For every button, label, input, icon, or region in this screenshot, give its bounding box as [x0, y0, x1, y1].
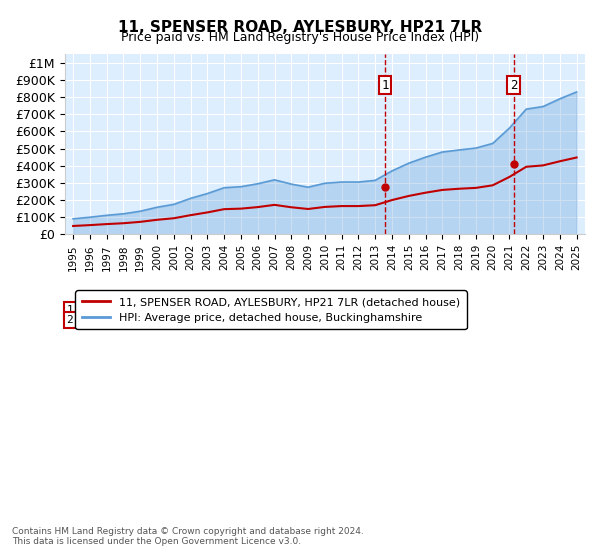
Text: 1: 1: [381, 78, 389, 92]
Text: 2: 2: [67, 315, 73, 325]
Text: 02-JUL-2013    £277,500    46% ↓ HPI: 02-JUL-2013 £277,500 46% ↓ HPI: [96, 305, 305, 315]
Text: 19-MAR-2021    £410,000    43% ↓ HPI: 19-MAR-2021 £410,000 43% ↓ HPI: [96, 315, 311, 325]
Text: Price paid vs. HM Land Registry's House Price Index (HPI): Price paid vs. HM Land Registry's House …: [121, 31, 479, 44]
Legend: 11, SPENSER ROAD, AYLESBURY, HP21 7LR (detached house), HPI: Average price, deta: 11, SPENSER ROAD, AYLESBURY, HP21 7LR (d…: [76, 291, 467, 329]
Text: Contains HM Land Registry data © Crown copyright and database right 2024.
This d: Contains HM Land Registry data © Crown c…: [12, 526, 364, 546]
Text: 11, SPENSER ROAD, AYLESBURY, HP21 7LR: 11, SPENSER ROAD, AYLESBURY, HP21 7LR: [118, 20, 482, 35]
Text: 2: 2: [510, 78, 517, 92]
Text: 1: 1: [67, 305, 73, 315]
